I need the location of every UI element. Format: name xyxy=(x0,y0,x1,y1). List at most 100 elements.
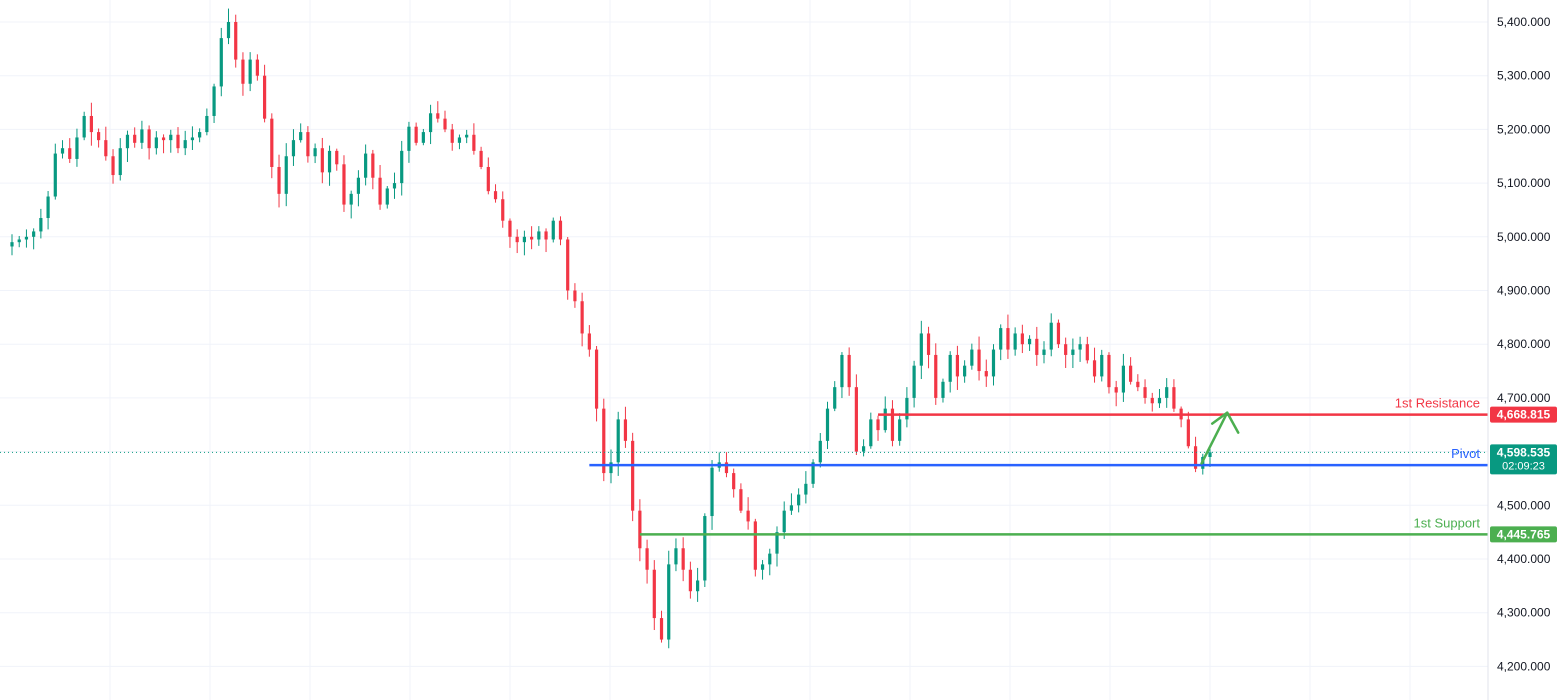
candle-body xyxy=(948,354,952,382)
candle-body xyxy=(118,148,122,176)
candle-body xyxy=(234,22,238,60)
candle-body xyxy=(804,483,808,495)
candle-body xyxy=(861,446,866,452)
candle xyxy=(378,164,382,210)
candle xyxy=(890,400,895,447)
candle xyxy=(1100,349,1104,382)
candle-body xyxy=(104,140,108,157)
candle-body xyxy=(169,134,173,141)
candle xyxy=(140,120,144,149)
candle xyxy=(912,360,916,408)
candle xyxy=(436,101,440,123)
candle xyxy=(1157,389,1162,408)
candle xyxy=(1129,357,1133,385)
candle-body xyxy=(991,349,996,377)
candle-body xyxy=(818,440,822,463)
candle-body xyxy=(183,140,187,149)
candle-body xyxy=(905,397,909,420)
candle xyxy=(277,154,281,208)
y-tick-label: 4,200.000 xyxy=(1497,659,1551,673)
candle xyxy=(753,518,757,577)
candle-body xyxy=(493,191,498,200)
candle xyxy=(609,449,613,484)
candle xyxy=(1150,392,1154,412)
candle-body xyxy=(1208,452,1212,457)
candle-body xyxy=(486,166,490,192)
candle-body xyxy=(147,129,151,149)
candle xyxy=(782,501,786,539)
candle-body xyxy=(1071,349,1075,355)
candle xyxy=(68,138,72,163)
candle-body xyxy=(1064,344,1068,355)
candle-body xyxy=(320,148,324,173)
candle-body xyxy=(760,564,765,570)
candle-body xyxy=(638,510,642,549)
candle-body xyxy=(450,129,454,143)
candle xyxy=(125,130,130,162)
candle xyxy=(248,52,252,92)
candle-body xyxy=(566,239,570,291)
candle-body xyxy=(847,354,851,388)
candle-body xyxy=(934,354,938,398)
candle xyxy=(703,513,707,587)
candle xyxy=(970,343,974,370)
candle xyxy=(1193,436,1198,473)
candle-body xyxy=(746,510,750,522)
candle xyxy=(515,229,519,254)
candle-body xyxy=(400,150,404,184)
candle-body xyxy=(1129,365,1133,382)
candle xyxy=(991,344,996,386)
candle-body xyxy=(1085,344,1089,361)
y-tick-label: 5,100.000 xyxy=(1497,176,1551,190)
candle-body xyxy=(522,236,526,243)
candle xyxy=(1085,336,1089,364)
candlestick-series xyxy=(10,8,1212,649)
candle xyxy=(24,229,29,248)
candle xyxy=(299,123,303,143)
candle-body xyxy=(912,365,916,398)
candle-body xyxy=(963,365,967,377)
candle xyxy=(205,108,209,136)
candle-body xyxy=(674,548,678,565)
candle-body xyxy=(212,86,216,116)
candle xyxy=(1064,337,1068,368)
candle-body xyxy=(472,134,476,151)
candle-body xyxy=(840,354,844,388)
candle xyxy=(760,560,765,580)
y-tick-label: 4,800.000 xyxy=(1497,337,1551,351)
candle-body xyxy=(176,134,180,149)
arrow-shaft xyxy=(1200,411,1229,465)
candle xyxy=(941,378,945,403)
candle-body xyxy=(198,132,202,138)
candle-body xyxy=(111,156,115,176)
candle-body xyxy=(530,236,534,240)
candle xyxy=(176,127,180,154)
candle-body xyxy=(782,510,786,533)
candle xyxy=(75,128,79,167)
candle xyxy=(284,143,288,207)
candle-body xyxy=(82,115,86,138)
candle-body xyxy=(39,218,43,232)
candle-body xyxy=(291,140,296,157)
candle-body xyxy=(970,349,974,366)
candle-body xyxy=(53,153,57,197)
candle-body xyxy=(89,115,93,133)
candle xyxy=(1179,406,1183,428)
candle-body xyxy=(724,462,729,474)
candle xyxy=(530,226,534,250)
candle xyxy=(804,471,808,504)
candle-body xyxy=(580,301,584,334)
candle-body xyxy=(551,220,555,240)
candle xyxy=(652,560,656,631)
candle-body xyxy=(688,569,692,592)
candle xyxy=(241,52,245,96)
candle xyxy=(255,54,259,81)
candle xyxy=(580,292,584,347)
candle xyxy=(919,320,923,380)
candle-body xyxy=(465,134,469,138)
candle-body xyxy=(739,489,743,511)
candle xyxy=(82,111,86,141)
candle-body xyxy=(299,132,303,141)
price-axis[interactable]: 5,400.000 5,300.000 5,200.000 5,100.000 5,00… xyxy=(1497,15,1551,673)
